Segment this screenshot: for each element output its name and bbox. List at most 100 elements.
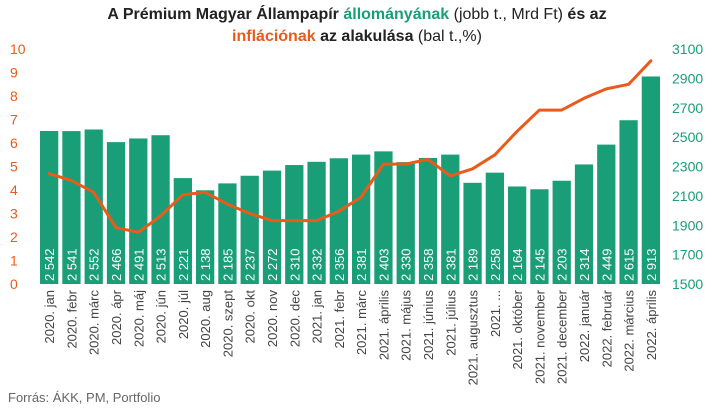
right-axis-tick-label: 3100 bbox=[672, 41, 703, 57]
bar-value-label: 2 358 bbox=[421, 248, 436, 281]
right-axis-tick-label: 1700 bbox=[672, 247, 703, 263]
x-axis-tick-label: 2020. márc bbox=[87, 290, 102, 356]
x-axis-tick-label: 2020. jan bbox=[42, 290, 57, 344]
bar-value-label: 2 449 bbox=[599, 248, 614, 281]
x-axis-tick-label: 2022. március bbox=[622, 290, 637, 372]
bar bbox=[619, 120, 638, 284]
bar-value-label: 2 615 bbox=[622, 248, 637, 281]
x-axis-tick-label: 2020. nov bbox=[265, 290, 280, 348]
bar bbox=[129, 138, 148, 284]
left-axis-tick-label: 9 bbox=[10, 65, 18, 81]
bar-value-label: 2 203 bbox=[555, 248, 570, 281]
bar bbox=[196, 190, 215, 284]
left-axis-tick-label: 3 bbox=[10, 206, 18, 222]
bar bbox=[396, 162, 415, 284]
bar bbox=[641, 76, 660, 284]
bar-value-label: 2 332 bbox=[310, 248, 325, 281]
bar bbox=[508, 186, 527, 284]
bar bbox=[307, 161, 326, 284]
title-part: az alakulása bbox=[315, 28, 414, 45]
title-highlight-holdings: állományának bbox=[343, 6, 450, 23]
bar-value-label: 2 491 bbox=[131, 248, 146, 281]
x-axis-tick-label: 2020. júl bbox=[176, 290, 191, 339]
bar-value-label: 2 272 bbox=[265, 248, 280, 281]
x-axis-tick-label: 2022. április bbox=[644, 290, 659, 361]
bar bbox=[106, 142, 126, 284]
bar-value-label: 2 541 bbox=[64, 248, 79, 281]
bar bbox=[62, 131, 81, 284]
x-axis-tick-label: 2021. augusztus bbox=[466, 290, 481, 386]
left-axis-tick-label: 2 bbox=[10, 229, 18, 245]
x-axis-tick-label: 2021. július bbox=[443, 290, 458, 356]
bar-value-label: 2 542 bbox=[42, 248, 57, 281]
x-axis-tick-label: 2020. jún bbox=[154, 290, 169, 344]
right-axis-tick-label: 1900 bbox=[672, 217, 703, 233]
left-axis-tick-label: 0 bbox=[10, 276, 18, 292]
bar-value-label: 2 221 bbox=[176, 248, 191, 281]
bar bbox=[329, 158, 348, 284]
x-axis-tick-label: 2020. szept bbox=[220, 290, 235, 358]
title-line-1: A Prémium Magyar Állampapír állományának… bbox=[0, 4, 714, 26]
title-part: és az bbox=[567, 6, 607, 23]
x-axis-tick-label: 2020. aug bbox=[198, 290, 213, 348]
bar-value-label: 2 258 bbox=[488, 248, 503, 281]
x-axis-tick-label: 2021. október bbox=[510, 289, 525, 369]
bar-value-label: 2 381 bbox=[354, 248, 369, 281]
x-axis-tick-label: 2020. máj bbox=[131, 290, 146, 347]
bar-value-label: 2 310 bbox=[287, 248, 302, 281]
left-axis-tick-label: 8 bbox=[10, 88, 18, 104]
right-axis-tick-label: 2500 bbox=[672, 129, 703, 145]
bar-value-label: 2 138 bbox=[198, 248, 213, 281]
bar bbox=[173, 178, 192, 284]
left-axis-tick-label: 5 bbox=[10, 159, 18, 175]
bar bbox=[374, 151, 393, 284]
bar bbox=[262, 170, 282, 284]
x-axis-tick-label: 2021. december bbox=[555, 289, 570, 384]
x-axis-tick-label: 2021. november bbox=[532, 289, 547, 384]
title-highlight-inflation: inflációnak bbox=[232, 28, 316, 45]
x-axis-tick-label: 2021. május bbox=[399, 290, 414, 361]
right-axis-tick-label: 2900 bbox=[672, 70, 703, 86]
title-line-2: inflációnak az alakulása (bal t.,%) bbox=[0, 26, 714, 48]
x-axis-tick-label: 2020. dec bbox=[287, 290, 302, 348]
bar-value-label: 2 403 bbox=[376, 248, 391, 281]
x-axis-tick-label: 2020. ápr bbox=[109, 289, 124, 345]
bar bbox=[441, 154, 460, 284]
left-axis-tick-label: 7 bbox=[10, 112, 18, 128]
left-axis-tick-label: 1 bbox=[10, 253, 18, 269]
bar bbox=[552, 180, 571, 284]
bar-value-label: 2 513 bbox=[154, 248, 169, 281]
bar-value-label: 2 164 bbox=[510, 248, 525, 281]
bar-value-label: 2 237 bbox=[243, 248, 258, 281]
right-axis-tick-label: 2700 bbox=[672, 100, 703, 116]
right-axis-tick-label: 2100 bbox=[672, 188, 703, 204]
bar-value-label: 2 145 bbox=[532, 248, 547, 281]
title-part: (bal t.,%) bbox=[413, 28, 482, 45]
x-axis-tick-label: 2021. ... bbox=[488, 290, 503, 337]
bar bbox=[597, 144, 616, 284]
bar-value-label: 2 552 bbox=[87, 248, 102, 281]
bar bbox=[84, 129, 103, 284]
x-axis-tick-label: 2020. okt bbox=[243, 290, 258, 344]
title-part: (jobb t., Mrd Ft) bbox=[449, 6, 568, 23]
x-axis-tick-label: 2021. jan bbox=[310, 290, 325, 344]
x-axis-tick-label: 2021. április bbox=[376, 290, 391, 361]
title-part: A Prémium Magyar Állampapír bbox=[107, 6, 344, 23]
bar bbox=[151, 135, 170, 284]
bar-value-label: 2 381 bbox=[443, 248, 458, 281]
bar-value-label: 2 330 bbox=[399, 248, 414, 281]
bar bbox=[218, 183, 237, 284]
bar-value-label: 2 185 bbox=[220, 248, 235, 281]
bar bbox=[574, 164, 594, 284]
bar bbox=[40, 130, 59, 284]
bar-value-label: 2 466 bbox=[109, 248, 124, 281]
left-axis-tick-label: 4 bbox=[10, 182, 18, 198]
x-axis-tick-label: 2021. márc bbox=[354, 290, 369, 356]
bar bbox=[485, 172, 504, 284]
inflation-line bbox=[47, 59, 653, 234]
bar bbox=[463, 182, 482, 284]
x-axis-tick-label: 2022. február bbox=[599, 289, 614, 367]
bar-value-label: 2 314 bbox=[577, 248, 592, 281]
bar bbox=[418, 157, 438, 284]
